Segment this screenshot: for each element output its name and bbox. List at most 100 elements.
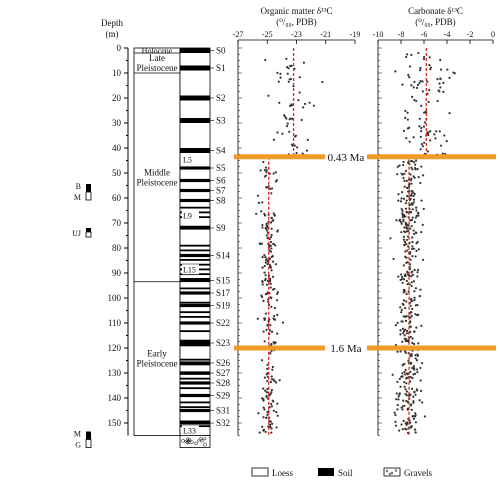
soil-label: S32: [216, 418, 230, 428]
magnetic-label: M: [74, 430, 81, 439]
data-point: [270, 305, 273, 308]
data-point: [402, 332, 405, 335]
data-point: [403, 226, 406, 229]
data-point: [266, 413, 269, 417]
depth-tick-label: 100: [108, 293, 122, 303]
data-point: [269, 286, 272, 289]
data-point: [417, 176, 420, 179]
soil-label: S6: [216, 176, 226, 186]
data-point: [407, 359, 410, 362]
data-point: [276, 291, 279, 294]
data-point: [400, 311, 403, 314]
data-point: [401, 173, 404, 176]
gravel-base: [179, 435, 211, 448]
magnetic-reversed-bar: [85, 439, 92, 448]
data-point: [282, 114, 286, 117]
depth-unit: (m): [106, 29, 119, 39]
data-point: [270, 431, 273, 434]
soil-band: [180, 148, 210, 153]
data-point: [288, 78, 291, 81]
data-point: [394, 413, 397, 417]
data-point: [411, 307, 414, 310]
data-point: [399, 306, 402, 309]
data-point: [411, 208, 414, 211]
data-point: [264, 261, 267, 264]
soil-band: [180, 166, 210, 170]
data-point: [423, 415, 427, 418]
data-point: [260, 294, 263, 297]
data-point: [405, 199, 408, 202]
data-point: [417, 248, 420, 251]
soil-label: S29: [216, 391, 231, 401]
data-point: [402, 238, 405, 241]
data-point: [270, 187, 274, 190]
data-point: [263, 175, 267, 178]
data-point: [286, 72, 289, 75]
data-point: [262, 299, 265, 303]
thin-soil-band: [180, 316, 210, 318]
data-point: [434, 137, 437, 140]
data-point: [287, 80, 290, 83]
data-point: [269, 282, 272, 285]
data-point: [262, 406, 265, 409]
data-point: [264, 389, 267, 392]
data-point: [402, 213, 406, 217]
soil-band: [180, 65, 210, 71]
soil-band: [180, 278, 210, 283]
lithology-bar: [179, 47, 211, 436]
thin-soil-band: [180, 358, 210, 361]
data-point: [409, 354, 412, 357]
data-point: [271, 219, 274, 222]
data-point: [418, 117, 421, 120]
data-point: [413, 428, 417, 431]
organic-matter-panel: Organic matter δ¹³C(⁰/₀₀, PDB) -27 -25 -23 -…: [233, 6, 360, 436]
data-point: [412, 395, 415, 398]
data-point: [268, 419, 271, 423]
data-point: [270, 375, 273, 378]
data-point: [393, 411, 396, 414]
data-point: [442, 81, 445, 85]
soil-label: S27: [216, 368, 231, 378]
data-point: [415, 389, 419, 392]
data-point: [412, 280, 415, 283]
data-point: [405, 292, 408, 295]
data-point: [400, 231, 403, 234]
data-point: [403, 362, 406, 366]
data-point: [392, 257, 395, 261]
data-point: [284, 115, 287, 119]
depth-tick-label: 150: [108, 418, 122, 428]
data-point: [409, 362, 413, 365]
loess-label: L9: [183, 212, 192, 221]
data-point: [409, 219, 412, 222]
data-point: [293, 135, 297, 138]
data-point: [410, 284, 413, 288]
depth-tick-label: 80: [112, 243, 122, 253]
soil-band: [180, 341, 210, 345]
data-point: [411, 366, 414, 370]
thin-soil-band: [180, 249, 210, 252]
data-point: [265, 328, 268, 331]
x-tick-label: -27: [233, 30, 244, 39]
data-point: [413, 296, 416, 299]
data-point: [302, 61, 305, 64]
data-point: [410, 166, 413, 169]
data-point: [264, 274, 267, 277]
depth-tick-label: 0: [117, 43, 122, 53]
data-point: [414, 357, 417, 360]
soil-label: S8: [216, 196, 226, 206]
data-point: [416, 268, 420, 272]
data-point: [412, 86, 415, 89]
data-point: [266, 379, 269, 383]
data-point: [429, 139, 432, 142]
data-point: [410, 218, 414, 222]
magnetic-label: UJ: [72, 229, 81, 238]
data-point: [406, 261, 409, 264]
data-point: [415, 242, 418, 245]
data-point: [396, 173, 399, 176]
data-point: [261, 226, 264, 229]
data-point: [312, 104, 315, 107]
data-point: [417, 211, 420, 214]
data-point: [270, 255, 273, 258]
x-tick-label: -4: [444, 30, 451, 39]
loess-label-bg: [182, 264, 199, 275]
